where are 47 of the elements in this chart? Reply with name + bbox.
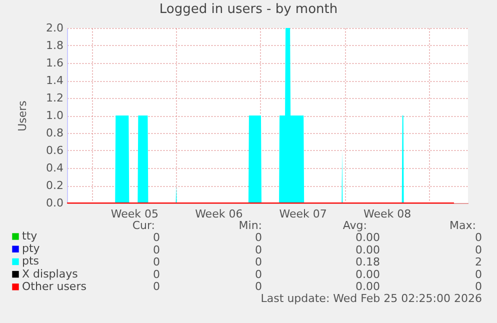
legend-label: Other users [22,280,87,293]
y-tick-label: 0.4 [46,162,64,174]
legend-label: X displays [22,267,78,280]
text: 0.00 [356,268,380,281]
y-tick-label: 0.2 [46,179,64,192]
text: 0 [475,243,482,256]
text: 0 [475,231,482,244]
y-tick-label: 1.4 [46,74,64,87]
legend-label: tty [22,230,38,242]
text: 0 [153,243,160,256]
y-axis-title: Users [16,100,30,132]
chart-title: Logged in users - by month [159,2,338,17]
text: Min: [238,219,262,232]
text: 0.00 [356,231,380,244]
text: 0 [475,268,482,281]
text: 2 [475,256,482,269]
x-tick-label: Week 06 [195,208,243,220]
text: 0 [255,280,262,294]
text: Avg: [342,219,367,232]
y-tick-label: 1.8 [46,39,64,52]
text: 0 [153,231,160,244]
text: Cur: [132,219,155,232]
text: 0 [153,280,160,294]
y-tick-label: 1.2 [46,92,64,104]
text: 0 [153,256,160,269]
y-tick-label: 1.6 [46,56,64,70]
x-tick-label: Week 08 [363,208,412,220]
x-tick-label: Week 05 [110,208,158,220]
text: 0 [255,231,262,244]
y-tick-label: 0.8 [46,126,64,140]
text: 0 [255,268,262,281]
legend-label: pts [22,254,40,268]
text: 0.00 [356,243,380,256]
text: 0 [255,243,262,256]
text: 0.18 [356,256,380,269]
legend-label: pty [22,242,40,256]
y-tick-label: 1.0 [46,109,64,122]
text: Max: [450,219,476,232]
x-tick-label: Week 07 [279,208,327,220]
text: Last update: Wed Feb 25 02:25:00 2026 [260,292,482,305]
text: 0 [255,256,262,269]
text: 0.00 [356,280,380,294]
y-tick-label: 0.6 [46,144,64,157]
y-tick-label: 0.0 [46,196,64,210]
text: 0 [153,268,160,281]
text: 0 [475,280,482,294]
y-tick-label: 2.0 [46,22,64,34]
